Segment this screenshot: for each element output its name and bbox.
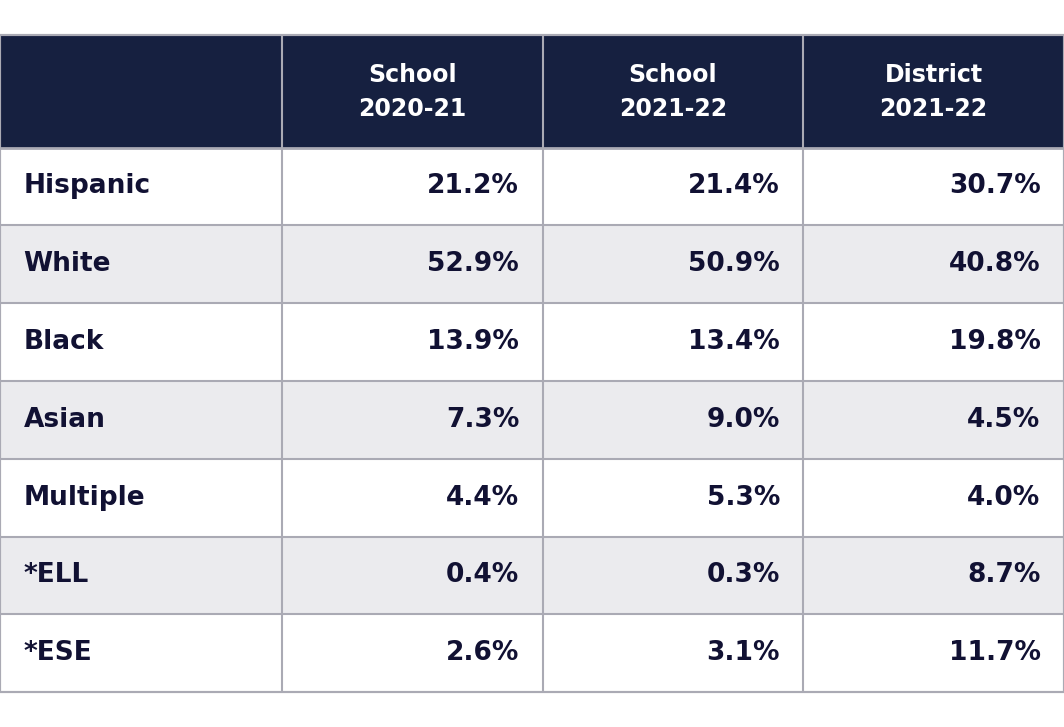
- Text: 4.0%: 4.0%: [967, 485, 1041, 510]
- Bar: [0, 225, 282, 303]
- Bar: [282, 303, 543, 381]
- Bar: [803, 537, 1064, 614]
- Text: 21.4%: 21.4%: [688, 174, 780, 199]
- Text: Hispanic: Hispanic: [23, 174, 150, 199]
- Text: District: District: [884, 63, 983, 87]
- Text: School: School: [368, 63, 456, 87]
- Bar: [543, 148, 803, 225]
- Bar: [803, 614, 1064, 692]
- Bar: [803, 148, 1064, 225]
- Bar: [282, 614, 543, 692]
- Text: 0.4%: 0.4%: [446, 563, 519, 588]
- Text: 21.2%: 21.2%: [428, 174, 519, 199]
- Text: 2021-22: 2021-22: [619, 97, 727, 121]
- Bar: [543, 35, 803, 148]
- Bar: [0, 537, 282, 614]
- Text: *ELL: *ELL: [23, 563, 88, 588]
- Text: 3.1%: 3.1%: [706, 640, 780, 666]
- Bar: [0, 303, 282, 381]
- Bar: [0, 148, 282, 225]
- Bar: [803, 225, 1064, 303]
- Bar: [0, 35, 282, 148]
- Bar: [282, 225, 543, 303]
- Text: Black: Black: [23, 329, 104, 355]
- Text: Asian: Asian: [23, 407, 105, 433]
- Text: 50.9%: 50.9%: [688, 252, 780, 277]
- Text: 13.9%: 13.9%: [428, 329, 519, 355]
- Bar: [0, 381, 282, 459]
- Bar: [803, 35, 1064, 148]
- Bar: [282, 148, 543, 225]
- Text: 4.4%: 4.4%: [446, 485, 519, 510]
- Text: 2021-22: 2021-22: [880, 97, 987, 121]
- Bar: [543, 303, 803, 381]
- Bar: [543, 614, 803, 692]
- Text: 13.4%: 13.4%: [688, 329, 780, 355]
- Text: School: School: [629, 63, 717, 87]
- Text: 8.7%: 8.7%: [967, 563, 1041, 588]
- Bar: [282, 381, 543, 459]
- Bar: [543, 537, 803, 614]
- Text: 5.3%: 5.3%: [706, 485, 780, 510]
- Text: 2.6%: 2.6%: [446, 640, 519, 666]
- Bar: [803, 381, 1064, 459]
- Bar: [0, 614, 282, 692]
- Text: 2020-21: 2020-21: [359, 97, 466, 121]
- Text: 11.7%: 11.7%: [949, 640, 1041, 666]
- Bar: [0, 459, 282, 537]
- Bar: [282, 35, 543, 148]
- Bar: [543, 225, 803, 303]
- Text: 52.9%: 52.9%: [428, 252, 519, 277]
- Text: 19.8%: 19.8%: [949, 329, 1041, 355]
- Bar: [282, 537, 543, 614]
- Bar: [803, 303, 1064, 381]
- Bar: [543, 459, 803, 537]
- Text: 30.7%: 30.7%: [949, 174, 1041, 199]
- Bar: [543, 381, 803, 459]
- Text: 0.3%: 0.3%: [706, 563, 780, 588]
- Text: 9.0%: 9.0%: [706, 407, 780, 433]
- Text: 7.3%: 7.3%: [446, 407, 519, 433]
- Text: White: White: [23, 252, 111, 277]
- Text: Multiple: Multiple: [23, 485, 145, 510]
- Bar: [282, 459, 543, 537]
- Text: *ESE: *ESE: [23, 640, 93, 666]
- Text: 40.8%: 40.8%: [949, 252, 1041, 277]
- Bar: [803, 459, 1064, 537]
- Text: 4.5%: 4.5%: [967, 407, 1041, 433]
